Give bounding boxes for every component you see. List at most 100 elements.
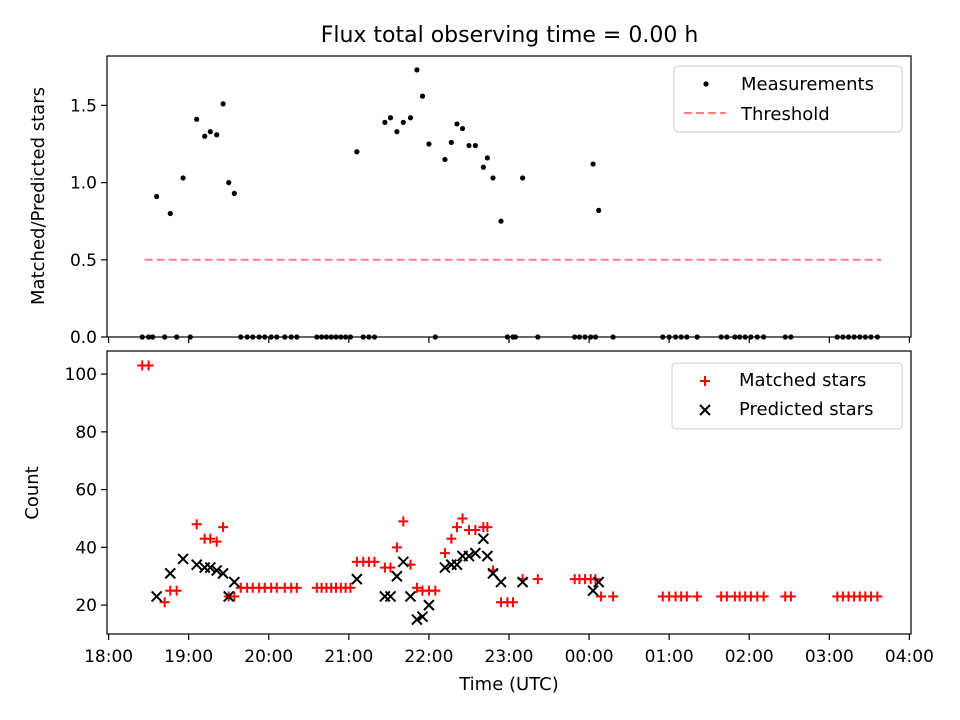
predicted-star-point xyxy=(211,564,223,577)
predicted-star-point xyxy=(592,576,605,588)
measurement-point xyxy=(596,207,602,213)
matched-star-point xyxy=(872,591,883,602)
matched-star-point xyxy=(369,556,380,567)
predicted-star-point xyxy=(391,570,403,582)
time-x-tick-label: 02:00 xyxy=(725,647,774,667)
measurement-point xyxy=(459,125,466,132)
ratio-y-axis: 0.0 0.5 1.0 1.5 xyxy=(70,96,107,348)
matched-star-point xyxy=(345,582,356,593)
time-x-tick-label: 20:00 xyxy=(244,647,293,667)
measurement-point xyxy=(194,116,200,122)
measurement-point xyxy=(180,175,186,181)
chart-title: Flux total observing time = 0.00 h xyxy=(321,23,699,48)
count-y-label: Count xyxy=(22,466,43,519)
count-panel: 20 40 60 80 100 18:00 19:00 20:00 21:00 22:00 23:… xyxy=(22,350,934,695)
predicted-star-point xyxy=(439,561,451,574)
matched-star-point xyxy=(391,542,402,553)
matched-star-point xyxy=(681,591,692,602)
measurement-point xyxy=(442,156,448,163)
measurement-point xyxy=(484,155,490,161)
time-x-tick-label: 03:00 xyxy=(805,647,854,667)
matched-star-point xyxy=(758,591,769,602)
measurement-point xyxy=(466,142,472,149)
measurement-point xyxy=(387,115,394,121)
legend-matched-label: Matched stars xyxy=(739,370,866,391)
time-x-tick-label: 18:00 xyxy=(84,647,133,667)
measurement-point xyxy=(480,164,486,170)
measurement-point xyxy=(490,175,496,181)
predicted-star-point xyxy=(463,550,475,562)
matched-star-point xyxy=(291,582,302,593)
count-y-tick-label: 60 xyxy=(75,481,97,501)
matched-star-point xyxy=(508,597,519,608)
time-x-tick-label: 21:00 xyxy=(324,647,373,667)
measurement-point xyxy=(202,133,208,139)
count-y-tick-label: 20 xyxy=(75,596,97,616)
legend-threshold-label: Threshold xyxy=(740,104,830,125)
count-y-tick-label: 100 xyxy=(65,365,97,385)
matched-star-point xyxy=(398,516,409,527)
count-y-tick-label: 80 xyxy=(75,423,97,443)
ratio-marks xyxy=(139,67,882,340)
measurement-point xyxy=(214,132,220,138)
matched-star-point xyxy=(785,591,796,602)
predicted-star-point xyxy=(217,567,229,580)
time-x-tick-label: 22:00 xyxy=(404,647,453,667)
time-x-axis: 18:00 19:00 20:00 21:00 22:00 23:00 00:00 01:00… xyxy=(84,634,934,667)
predicted-star-point xyxy=(469,547,482,559)
predicted-star-point xyxy=(495,576,507,588)
predicted-star-point xyxy=(587,584,599,597)
matched-star-point xyxy=(211,536,222,547)
count-legend: Matched stars Predicted stars xyxy=(671,362,903,430)
measurement-point xyxy=(414,67,420,73)
time-x-tick-label: 00:00 xyxy=(565,647,614,667)
matched-star-point xyxy=(482,522,493,533)
matched-star-point xyxy=(229,591,240,602)
ratio-panel: 0.0 0.5 1.0 1.5 Matched/Predicted stars Mea… xyxy=(28,55,912,348)
legend-predicted-swatch xyxy=(699,404,711,416)
measurement-point xyxy=(426,141,432,147)
measurement-point xyxy=(354,149,360,155)
count-marks xyxy=(137,360,883,626)
matched-star-point xyxy=(191,519,202,530)
count-y-tick-label: 40 xyxy=(75,538,97,558)
measurement-point xyxy=(226,180,232,186)
measurement-point xyxy=(231,190,237,197)
predicted-star-point xyxy=(404,590,417,603)
predicted-star-point xyxy=(397,556,410,568)
ratio-y-tick-label: 1.0 xyxy=(70,174,97,194)
predicted-star-point xyxy=(416,610,429,623)
matched-star-point xyxy=(430,585,441,596)
ratio-x-ticks xyxy=(108,337,910,343)
time-x-label: Time (UTC) xyxy=(458,674,559,695)
matched-star-point xyxy=(608,591,619,602)
legend-matched-swatch xyxy=(700,376,710,386)
time-x-tick-label: 04:00 xyxy=(885,647,934,667)
measurement-point xyxy=(498,218,504,224)
predicted-star-point xyxy=(228,576,241,588)
legend-predicted-label: Predicted stars xyxy=(739,399,873,420)
matched-star-point xyxy=(446,533,457,544)
predicted-star-point xyxy=(190,558,203,571)
measurement-point xyxy=(472,142,478,149)
matched-star-point xyxy=(439,548,450,559)
measurement-point xyxy=(400,119,406,125)
ratio-y-tick-label: 0.0 xyxy=(70,328,97,348)
predicted-star-point xyxy=(150,590,163,603)
matched-star-point xyxy=(385,562,396,573)
matched-star-point xyxy=(692,591,703,602)
matched-star-point xyxy=(451,522,462,533)
matched-star-point xyxy=(596,591,607,602)
measurement-point xyxy=(419,93,426,99)
predicted-star-point xyxy=(477,532,490,545)
matched-star-point xyxy=(159,597,170,608)
measurement-point xyxy=(448,139,454,146)
matched-star-point xyxy=(470,525,481,536)
predicted-star-point xyxy=(351,573,363,585)
legend-measurements-swatch xyxy=(703,81,709,87)
predicted-star-point xyxy=(204,561,217,574)
matched-star-point xyxy=(171,585,182,596)
ratio-y-tick-label: 0.5 xyxy=(70,251,97,271)
matched-star-point xyxy=(205,533,216,544)
